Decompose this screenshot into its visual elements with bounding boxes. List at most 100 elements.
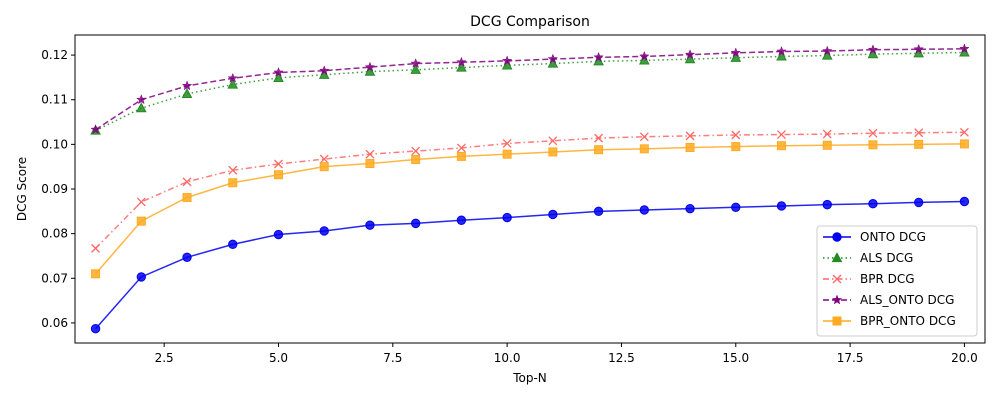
data-point-onto-dcg	[319, 226, 329, 236]
data-point-bpr-onto-dcg	[273, 170, 283, 180]
legend-item-als-onto-dcg: ALS_ONTO DCG	[823, 293, 954, 307]
data-point-bpr-onto-dcg	[319, 162, 329, 172]
y-tick-label: 0.07	[41, 271, 68, 285]
data-point-als-onto-dcg	[318, 65, 330, 76]
data-point-onto-dcg	[410, 218, 421, 229]
data-point-als-dcg	[867, 48, 879, 59]
data-point-bpr-onto-dcg	[777, 141, 787, 151]
y-tick-label: 0.06	[41, 316, 68, 330]
data-point-bpr-dcg	[319, 154, 329, 164]
data-point-als-onto-dcg	[776, 45, 787, 56]
data-point-bpr-onto-dcg	[685, 142, 695, 152]
x-tick-label: 10.0	[494, 351, 521, 365]
data-point-onto-dcg	[228, 239, 238, 250]
data-point-onto-dcg	[731, 202, 741, 213]
data-point-als-onto-dcg	[867, 44, 879, 55]
data-point-bpr-onto-dcg	[456, 151, 466, 161]
plot-area	[90, 43, 970, 334]
data-point-als-onto-dcg	[181, 80, 193, 91]
data-point-als-onto-dcg	[684, 49, 696, 60]
data-point-bpr-dcg	[502, 139, 512, 148]
data-point-bpr-dcg	[594, 133, 604, 143]
x-axis-title: Top-N	[512, 371, 547, 385]
data-point-bpr-onto-dcg	[594, 145, 604, 155]
data-point-als-dcg	[684, 53, 696, 64]
series-line-onto-dcg	[95, 200, 965, 330]
data-point-bpr-onto-dcg	[868, 140, 878, 150]
data-point-onto-dcg	[365, 220, 375, 230]
y-tick-label: 0.09	[41, 182, 68, 196]
data-point-bpr-onto-dcg	[914, 139, 924, 149]
y-axis-title: DCG Score	[15, 157, 29, 221]
y-tick-label: 0.08	[41, 227, 68, 241]
x-tick-label: 5.0	[269, 351, 288, 365]
data-point-als-onto-dcg	[410, 58, 421, 69]
data-point-onto-dcg	[868, 199, 878, 209]
data-point-bpr-dcg	[731, 130, 741, 140]
data-point-bpr-onto-dcg	[411, 155, 421, 165]
data-point-bpr-onto-dcg	[136, 216, 146, 226]
data-point-onto-dcg	[136, 272, 147, 282]
series-line-als-onto-dcg	[95, 48, 965, 131]
data-point-als-onto-dcg	[364, 61, 376, 72]
data-point-bpr-dcg	[456, 143, 466, 153]
x-tick-label: 2.5	[155, 351, 174, 365]
data-point-als-onto-dcg	[273, 66, 284, 77]
data-point-als-dcg	[227, 78, 239, 89]
x-tick-label: 7.5	[383, 351, 402, 365]
data-point-als-dcg	[273, 71, 284, 82]
data-point-als-onto-dcg	[501, 55, 513, 66]
data-point-als-onto-dcg	[913, 43, 924, 54]
x-tick-label: 17.5	[837, 351, 864, 365]
legend-label: BPR_ONTO DCG	[860, 314, 956, 328]
data-point-onto-dcg	[959, 196, 970, 207]
y-tick-label: 0.12	[41, 48, 68, 62]
data-point-bpr-onto-dcg	[502, 149, 512, 159]
legend-label: BPR DCG	[860, 272, 915, 286]
data-point-onto-dcg	[90, 324, 101, 334]
legend-marker	[832, 232, 842, 242]
data-point-als-onto-dcg	[821, 45, 833, 56]
series-onto-dcg	[90, 196, 970, 334]
data-point-onto-dcg	[685, 203, 695, 214]
legend-label: ALS_ONTO DCG	[860, 293, 954, 307]
data-point-als-onto-dcg	[136, 94, 147, 105]
data-point-als-onto-dcg	[593, 51, 604, 62]
data-point-bpr-dcg	[365, 149, 375, 159]
data-point-als-dcg	[821, 49, 833, 60]
data-point-bpr-dcg	[914, 128, 924, 138]
x-tick-label: 12.5	[608, 351, 635, 365]
series-als-onto-dcg	[90, 43, 970, 135]
data-point-onto-dcg	[502, 212, 512, 223]
data-point-als-onto-dcg	[959, 43, 970, 54]
data-point-onto-dcg	[456, 215, 467, 225]
data-point-als-dcg	[456, 61, 467, 72]
data-point-als-onto-dcg	[547, 53, 559, 64]
data-point-bpr-onto-dcg	[731, 142, 741, 152]
data-point-onto-dcg	[273, 229, 284, 240]
data-point-als-dcg	[776, 50, 787, 61]
legend-box	[816, 225, 978, 337]
legend-marker	[832, 316, 842, 326]
data-point-bpr-dcg	[822, 129, 832, 139]
x-axis: 2.5 5.0 7.5 10.0 12.5 15.0 17.5 20.0	[155, 343, 978, 365]
data-point-als-onto-dcg	[639, 50, 650, 61]
data-point-als-dcg	[501, 59, 513, 70]
data-point-bpr-dcg	[685, 131, 695, 141]
x-tick-label: 15.0	[722, 351, 749, 365]
y-tick-label: 0.10	[41, 137, 68, 151]
legend-label: ONTO DCG	[860, 230, 926, 244]
data-point-bpr-dcg	[639, 132, 649, 142]
data-point-bpr-onto-dcg	[228, 178, 238, 188]
series-als-dcg	[90, 46, 970, 135]
legend-label: ALS DCG	[860, 251, 913, 265]
data-point-bpr-dcg	[959, 127, 969, 137]
data-point-bpr-dcg	[411, 146, 421, 156]
x-tick-label: 20.0	[951, 351, 978, 365]
series-line-bpr-onto-dcg	[95, 143, 965, 275]
data-point-als-onto-dcg	[730, 47, 742, 58]
data-point-bpr-onto-dcg	[639, 144, 649, 154]
data-point-onto-dcg	[913, 197, 924, 208]
series-line-als-dcg	[95, 51, 965, 132]
